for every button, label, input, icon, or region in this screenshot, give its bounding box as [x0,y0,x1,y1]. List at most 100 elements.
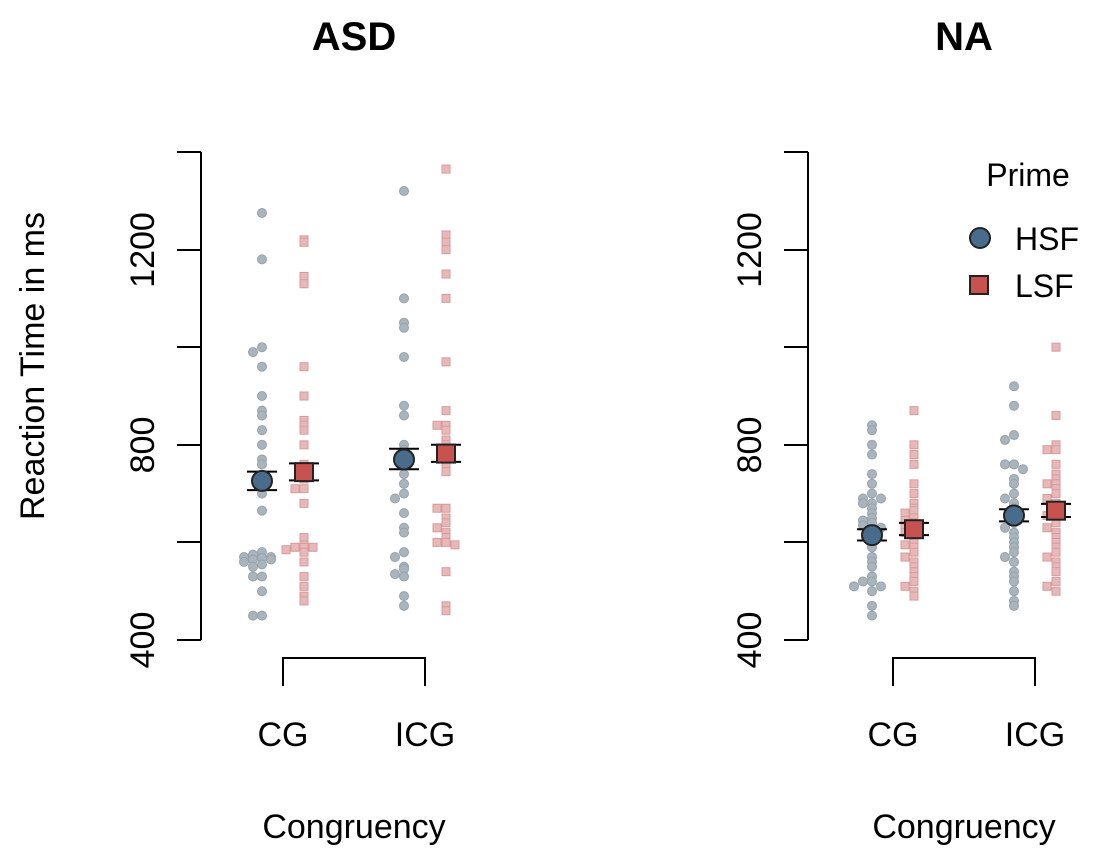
raw-point-na-hsf-icg-2 [1009,430,1019,441]
raw-point-na-lsf-cg-0 [909,406,919,416]
raw-point-na-lsf-icg-31 [1051,586,1061,596]
legend: Prime HSF LSF [969,157,1079,304]
y-tick-label-na-800: 800 [731,417,769,474]
raw-point-na-hsf-cg-29 [849,581,859,592]
raw-point-asd-lsf-icg-10 [441,425,451,435]
raw-point-asd-hsf-cg-2 [257,342,267,353]
raw-point-na-hsf-icg-26 [1009,576,1019,587]
raw-point-na-hsf-cg-24 [867,561,877,572]
raw-point-na-hsf-cg-31 [867,600,877,611]
raw-points-asd [239,164,460,621]
raw-point-na-lsf-cg-21 [900,552,910,562]
raw-point-asd-hsf-cg-27 [257,586,267,597]
panel-na: NA 400 800 1200 CG ICG Congruency [731,15,1071,846]
raw-point-asd-hsf-icg-0 [399,186,409,197]
raw-point-na-hsf-icg-22 [1000,552,1010,563]
raw-point-asd-lsf-icg-17 [432,503,442,513]
means-asd [247,443,461,492]
raw-point-na-lsf-icg-1 [1051,411,1061,421]
raw-point-asd-lsf-icg-3 [441,245,451,255]
panel-title-na: NA [935,15,993,59]
raw-point-asd-hsf-icg-4 [399,351,409,362]
mean-asd-hsf-cg-marker [251,469,273,492]
raw-point-na-lsf-icg-24 [1051,547,1061,557]
raw-point-asd-hsf-cg-14 [257,505,267,516]
legend-marker-hsf [969,227,991,249]
raw-point-asd-lsf-cg-25 [299,581,309,591]
raw-point-na-lsf-cg-26 [909,576,919,586]
raw-point-na-hsf-icg-9 [1009,488,1019,499]
raw-point-asd-hsf-cg-8 [257,425,267,436]
raw-point-na-lsf-icg-3 [1051,445,1061,455]
raw-point-asd-hsf-cg-0 [257,208,267,218]
raw-point-na-hsf-icg-10 [1000,493,1010,504]
x-axis-title-asd: Congruency [262,808,445,846]
raw-point-na-lsf-cg-8 [909,506,919,516]
means-na [857,500,1071,547]
raw-point-asd-hsf-icg-14 [390,493,400,504]
raw-point-na-hsf-icg-29 [1009,600,1019,611]
raw-point-na-lsf-icg-4 [1042,445,1052,455]
raw-point-asd-lsf-cg-1 [299,237,309,247]
raw-point-na-lsf-icg-19 [1042,523,1052,533]
raw-point-na-hsf-icg-4 [1009,459,1019,470]
raw-point-asd-hsf-icg-19 [390,552,400,563]
raw-point-asd-lsf-icg-16 [441,503,451,513]
raw-point-na-lsf-icg-29 [1051,576,1061,586]
raw-point-asd-hsf-cg-26 [248,571,258,582]
raw-point-asd-lsf-icg-15 [441,467,451,477]
raw-point-asd-hsf-cg-1 [257,254,267,265]
raw-point-na-hsf-cg-4 [867,469,877,480]
mean-na-lsf-cg-marker [904,519,924,540]
raw-point-na-lsf-cg-2 [909,450,919,460]
raw-point-asd-hsf-icg-25 [399,600,409,611]
raw-point-na-hsf-icg-5 [1000,459,1010,470]
raw-point-asd-lsf-icg-6 [441,357,451,367]
raw-point-na-lsf-cg-4 [909,479,919,489]
raw-point-asd-hsf-icg-1 [399,293,409,304]
raw-point-asd-lsf-cg-13 [299,484,309,494]
raw-point-na-lsf-cg-3 [909,459,919,469]
raw-point-asd-lsf-icg-23 [441,537,451,547]
raw-point-asd-hsf-cg-21 [266,554,276,565]
raw-point-na-hsf-icg-1 [1009,400,1019,411]
raw-point-asd-lsf-icg-28 [441,606,451,616]
raw-point-na-hsf-cg-32 [867,610,877,621]
raw-point-asd-lsf-cg-2 [299,271,309,281]
x-tick-label-asd-icg: ICG [395,716,455,754]
raw-point-na-hsf-icg-21 [1009,547,1019,558]
raw-point-na-hsf-icg-27 [1009,586,1019,597]
legend-title: Prime [986,157,1070,193]
raw-point-asd-lsf-cg-24 [299,572,309,582]
raw-point-asd-hsf-icg-18 [399,547,409,558]
raw-point-asd-hsf-icg-17 [399,527,409,538]
raw-point-asd-lsf-cg-5 [299,391,309,401]
x-axis-bracket-na [892,657,1036,686]
raw-point-na-hsf-cg-30 [867,586,877,597]
raw-point-asd-lsf-cg-23 [299,557,309,567]
raw-point-asd-hsf-cg-25 [257,571,267,582]
raw-points-na [849,342,1061,621]
raw-point-asd-hsf-cg-11 [257,459,267,470]
raw-point-na-hsf-icg-6 [1018,464,1028,475]
raw-point-na-hsf-cg-27 [858,576,868,587]
raw-point-asd-hsf-cg-4 [257,361,267,372]
raw-point-asd-lsf-icg-4 [441,269,451,279]
raw-point-na-hsf-icg-16 [1000,522,1010,533]
raw-point-asd-hsf-icg-5 [399,400,409,411]
raw-point-asd-lsf-icg-1 [441,230,451,240]
raw-point-asd-lsf-icg-7 [441,406,451,416]
raw-point-na-lsf-cg-18 [900,540,910,550]
y-tick-label-asd-1200: 1200 [124,212,162,288]
x-tick-label-na-cg: CG [868,716,919,754]
legend-label-lsf: LSF [1015,268,1074,304]
raw-point-na-hsf-icg-8 [1009,478,1019,489]
raw-point-na-lsf-icg-5 [1051,459,1061,469]
y-tick-label-asd-800: 800 [124,417,162,474]
raw-point-na-hsf-cg-28 [876,581,886,592]
raw-point-asd-lsf-icg-20 [432,523,442,533]
y-tick-label-na-400: 400 [731,612,769,669]
raw-point-na-lsf-cg-20 [909,547,919,557]
raw-point-na-hsf-cg-5 [867,478,877,489]
